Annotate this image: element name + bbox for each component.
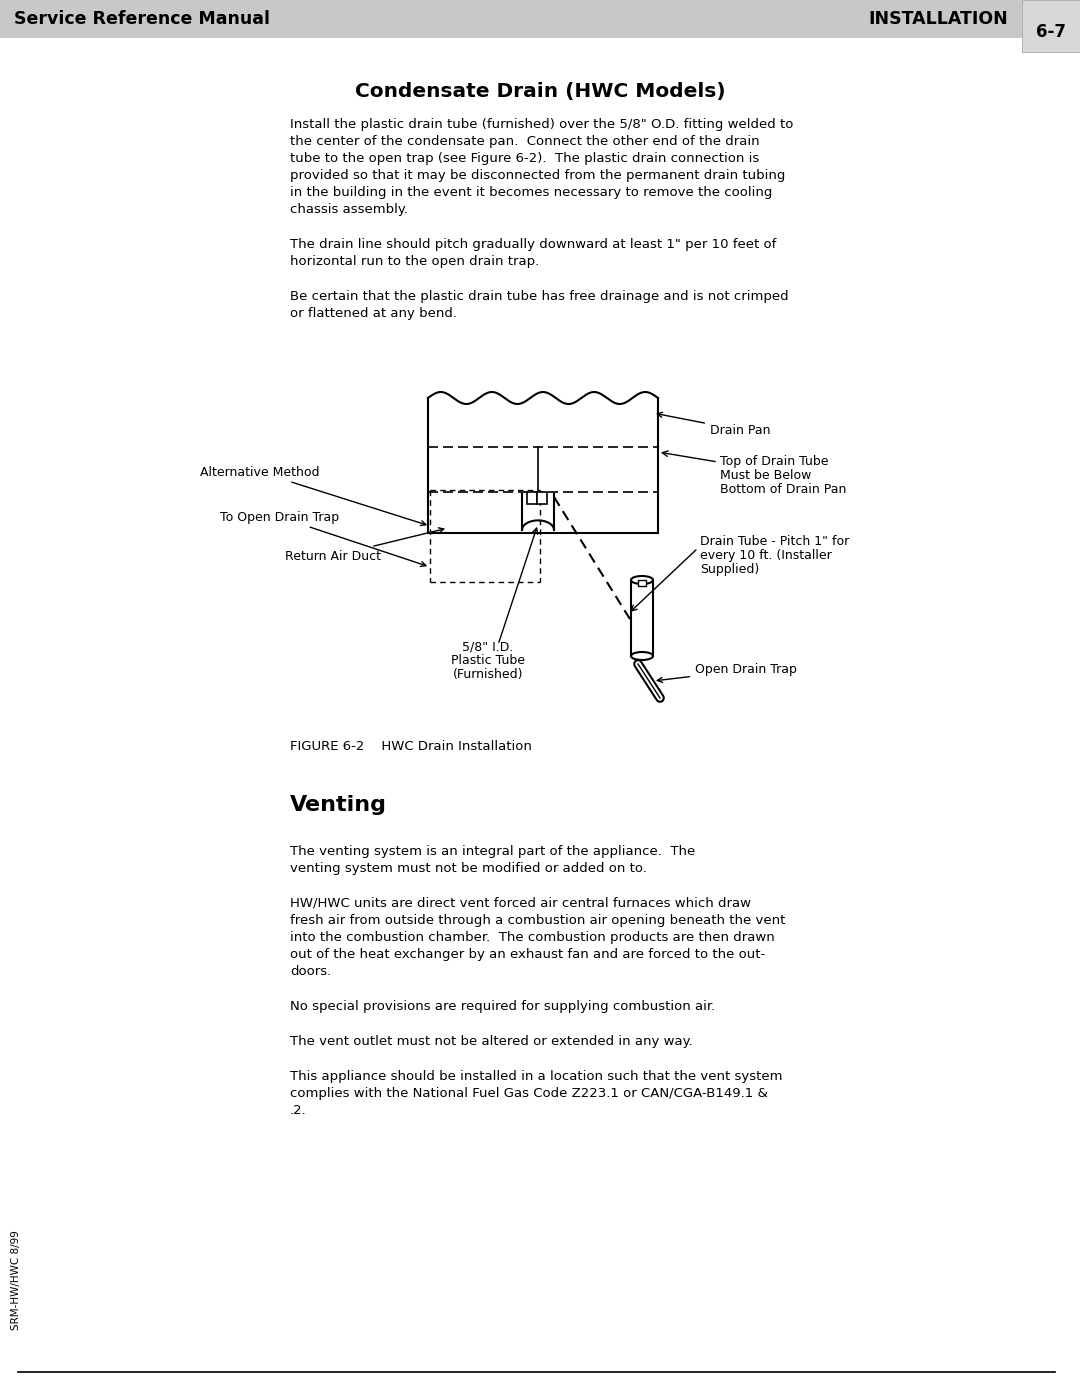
Text: Plastic Tube: Plastic Tube	[451, 654, 525, 666]
Text: Top of Drain Tube: Top of Drain Tube	[720, 455, 828, 468]
Text: SRM-HW/HWC 8/99: SRM-HW/HWC 8/99	[11, 1231, 21, 1330]
Text: Condensate Drain (HWC Models): Condensate Drain (HWC Models)	[354, 82, 726, 101]
Text: Bottom of Drain Pan: Bottom of Drain Pan	[720, 483, 847, 496]
Bar	[631, 580, 653, 657]
Text: Return Air Duct: Return Air Duct	[285, 528, 444, 563]
Text: into the combustion chamber.  The combustion products are then drawn: into the combustion chamber. The combust…	[291, 930, 774, 944]
Text: Must be Below: Must be Below	[720, 469, 811, 482]
Text: Open Drain Trap: Open Drain Trap	[658, 664, 797, 682]
Text: INSTALLATION: INSTALLATION	[868, 10, 1008, 28]
Text: Service Reference Manual: Service Reference Manual	[14, 10, 270, 28]
Text: complies with the National Fuel Gas Code Z223.1 or CAN/CGA-B149.1 &: complies with the National Fuel Gas Code…	[291, 1087, 768, 1099]
Text: chassis assembly.: chassis assembly.	[291, 203, 408, 217]
Text: provided so that it may be disconnected from the permanent drain tubing: provided so that it may be disconnected …	[291, 169, 785, 182]
Text: horizontal run to the open drain trap.: horizontal run to the open drain trap.	[291, 256, 539, 268]
Text: out of the heat exchanger by an exhaust fan and are forced to the out-: out of the heat exchanger by an exhaust …	[291, 949, 766, 961]
Text: This appliance should be installed in a location such that the vent system: This appliance should be installed in a …	[291, 1070, 783, 1083]
Text: Drain Tube - Pitch 1" for: Drain Tube - Pitch 1" for	[700, 535, 849, 548]
Text: To Open Drain Trap: To Open Drain Trap	[220, 510, 426, 566]
Text: No special provisions are required for supplying combustion air.: No special provisions are required for s…	[291, 1000, 715, 1013]
Text: every 10 ft. (Installer: every 10 ft. (Installer	[700, 549, 832, 562]
Bar	[1022, 0, 1080, 52]
Text: Install the plastic drain tube (furnished) over the 5/8" O.D. fitting welded to: Install the plastic drain tube (furnishe…	[291, 117, 794, 131]
Text: Venting: Venting	[291, 795, 387, 814]
Text: FIGURE 6-2    HWC Drain Installation: FIGURE 6-2 HWC Drain Installation	[291, 740, 531, 753]
Text: 5/8" I.D.: 5/8" I.D.	[462, 640, 514, 652]
Text: .2.: .2.	[291, 1104, 307, 1118]
Text: tube to the open trap (see Figure 6-2).  The plastic drain connection is: tube to the open trap (see Figure 6-2). …	[291, 152, 759, 165]
Text: The venting system is an integral part of the appliance.  The: The venting system is an integral part o…	[291, 845, 696, 858]
Bar	[638, 580, 646, 585]
Ellipse shape	[631, 576, 653, 584]
Text: The vent outlet must not be altered or extended in any way.: The vent outlet must not be altered or e…	[291, 1035, 692, 1048]
Text: HW/HWC units are direct vent forced air central furnaces which draw: HW/HWC units are direct vent forced air …	[291, 897, 751, 909]
Text: Be certain that the plastic drain tube has free drainage and is not crimped: Be certain that the plastic drain tube h…	[291, 291, 788, 303]
Bar	[0, 0, 1022, 38]
Text: The drain line should pitch gradually downward at least 1" per 10 feet of: The drain line should pitch gradually do…	[291, 237, 777, 251]
Bar	[527, 492, 537, 504]
Text: Supplied): Supplied)	[700, 563, 759, 576]
Text: (Furnished): (Furnished)	[453, 668, 523, 680]
Text: in the building in the event it becomes necessary to remove the cooling: in the building in the event it becomes …	[291, 186, 772, 198]
Text: the center of the condensate pan.  Connect the other end of the drain: the center of the condensate pan. Connec…	[291, 136, 759, 148]
Text: fresh air from outside through a combustion air opening beneath the vent: fresh air from outside through a combust…	[291, 914, 785, 928]
Text: 6-7: 6-7	[1036, 24, 1066, 42]
Text: or flattened at any bend.: or flattened at any bend.	[291, 307, 457, 320]
Text: venting system must not be modified or added on to.: venting system must not be modified or a…	[291, 862, 647, 875]
Text: Alternative Method: Alternative Method	[200, 465, 426, 525]
Bar	[537, 492, 546, 504]
Ellipse shape	[631, 652, 653, 659]
Text: Drain Pan: Drain Pan	[658, 412, 770, 436]
Text: doors.: doors.	[291, 965, 332, 978]
